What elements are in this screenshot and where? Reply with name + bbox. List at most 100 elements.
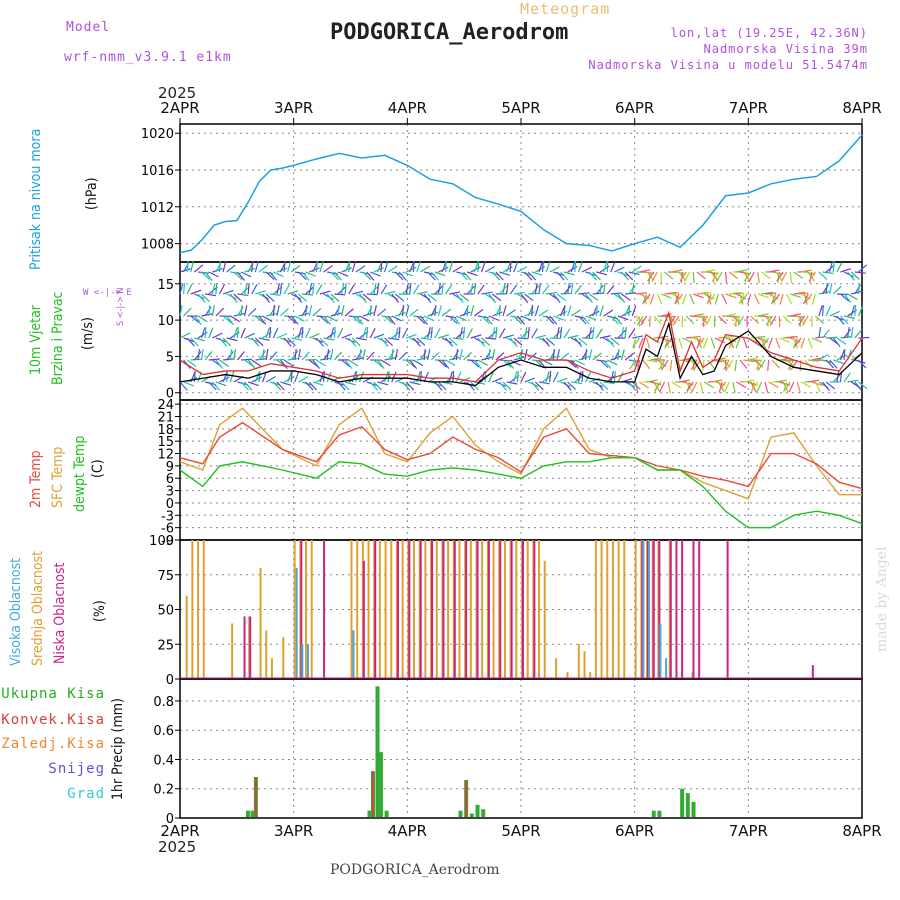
wind-arrow <box>729 315 741 318</box>
footer-title: PODGORICA_Aerodrom <box>330 862 500 878</box>
wind-arrow <box>843 348 846 361</box>
cloud-low-bar <box>533 540 536 678</box>
wind-arrow <box>377 381 389 386</box>
wind-arrow <box>416 261 421 273</box>
wind-arrow <box>734 359 737 372</box>
wind-arrow <box>348 284 355 295</box>
y-tick-label: 24 <box>157 398 174 413</box>
wind-arrow <box>822 381 830 391</box>
wind-arrow <box>667 381 671 393</box>
precip-total-bar <box>375 686 380 817</box>
wind-arrow <box>179 305 183 317</box>
wind-arrow <box>787 359 795 370</box>
legend-total: Ukupna Kisa <box>1 686 105 702</box>
wind-arrow <box>355 265 366 273</box>
wind-arrow <box>434 359 446 362</box>
wind-arrow <box>351 371 357 383</box>
wind-arrow <box>675 293 684 304</box>
wind-arrow <box>646 337 651 349</box>
wind-arrow <box>809 271 813 283</box>
wind-arrow <box>459 271 468 281</box>
wind-arrow <box>373 283 377 295</box>
wind-arrow <box>445 359 456 366</box>
wind-arrow <box>179 283 184 295</box>
wind-arrow <box>531 271 543 276</box>
wind-arrow <box>703 269 715 273</box>
wind-arrow <box>212 267 223 273</box>
wind-arrow <box>499 285 508 295</box>
wind-arrow <box>427 293 437 302</box>
y-tick-label: 0 <box>166 673 174 688</box>
wind-arrow <box>405 283 409 295</box>
wind-arrow <box>613 370 616 383</box>
wind-arrow <box>211 283 216 295</box>
wind-arrow <box>477 260 480 273</box>
wind-arrow <box>624 352 635 361</box>
wind-arrow <box>757 313 769 317</box>
y-tick-label: 1016 <box>141 164 174 179</box>
wind-arrow <box>348 359 359 367</box>
wind-arrow <box>664 271 674 280</box>
wind-arrow <box>563 271 575 276</box>
wind-arrow <box>840 315 849 325</box>
wind-arrow <box>804 293 813 304</box>
wind-arrow <box>208 358 220 361</box>
wind-arrow <box>628 381 637 391</box>
wind-arrow <box>319 290 331 295</box>
wind-arrow <box>438 381 447 391</box>
wind-arrow <box>366 351 375 361</box>
wind-arrow <box>319 337 329 347</box>
wind-arrow <box>348 260 351 273</box>
wind-arrow <box>251 284 258 295</box>
wind-arrow <box>351 337 361 347</box>
wind-arrow <box>602 283 606 295</box>
wind-arrow <box>761 291 773 295</box>
wind-arrow <box>434 271 446 277</box>
y-tick-label: 50 <box>157 604 174 619</box>
wind-arrow <box>470 359 480 368</box>
cloud-mid-bar <box>583 651 586 678</box>
wind-arrow <box>179 381 188 391</box>
wind-arrow <box>384 337 393 347</box>
wind-arrow <box>524 377 536 383</box>
wind-arrow <box>603 359 612 369</box>
wind-arrow <box>531 285 540 295</box>
cloud-mid-bar <box>367 540 370 678</box>
wind-arrow <box>315 260 318 273</box>
wind-arrow <box>190 358 202 361</box>
cloud-low-bar <box>249 616 252 678</box>
wind-arrow <box>373 333 385 339</box>
wind-arrow <box>362 271 372 281</box>
pressure-line <box>179 134 863 254</box>
wind-arrow <box>294 315 305 322</box>
wind-arrow <box>524 293 534 302</box>
wind-arrow <box>190 261 194 273</box>
cloud-mid-bar <box>390 540 393 678</box>
wind-arrow <box>748 271 755 282</box>
wind-arrow <box>552 348 555 361</box>
wind-arrow <box>563 328 571 339</box>
wind-arrow <box>509 284 518 295</box>
wind-arrow <box>721 293 728 305</box>
wind-arrow <box>847 379 859 383</box>
wind-arrow <box>570 283 574 295</box>
wind-arrow <box>710 337 716 349</box>
wind-arrow <box>287 371 293 383</box>
wind-arrow <box>179 268 191 273</box>
wind-arrow <box>847 327 850 339</box>
temp-2m-line <box>179 421 863 490</box>
wind-arrow <box>592 271 601 281</box>
wind-arrow <box>448 337 458 346</box>
cloud-low-bar <box>453 540 456 678</box>
wind-arrow <box>552 371 559 383</box>
wind-arrow <box>412 260 415 273</box>
cloud-mid-bar <box>265 630 268 678</box>
wind-arrow <box>197 271 209 274</box>
cloud-low-bar <box>499 540 502 678</box>
wind-arrow <box>650 357 662 361</box>
cloud-mid-bar <box>401 540 404 678</box>
wind-arrow <box>836 315 845 325</box>
dewpoint-line <box>179 456 863 529</box>
wind-arrow <box>280 308 289 317</box>
wind-arrow <box>718 381 727 392</box>
